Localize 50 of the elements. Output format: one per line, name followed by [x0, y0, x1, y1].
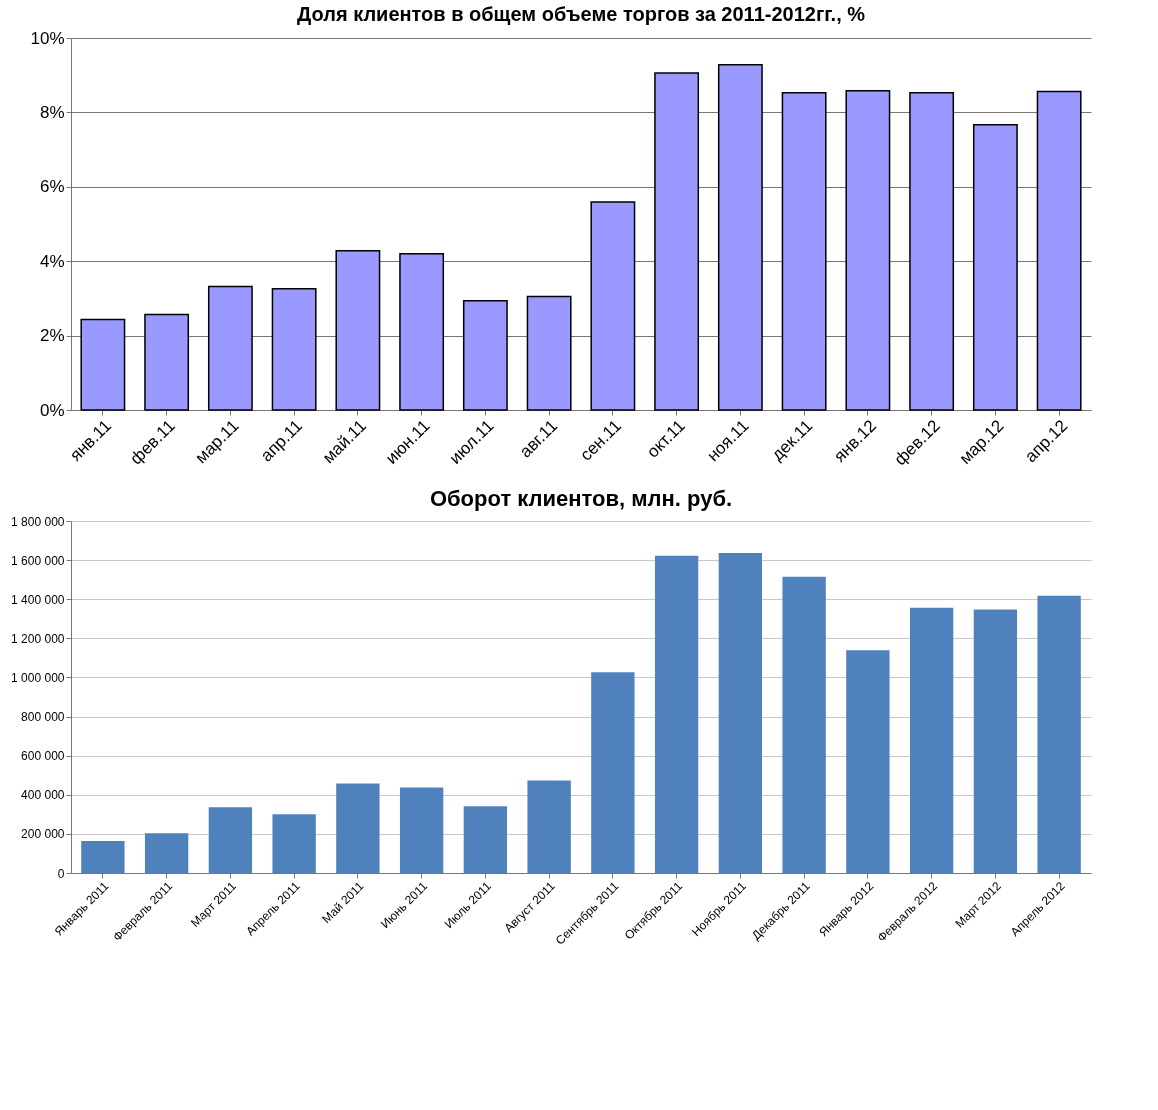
y-tick-label: 0%: [39, 400, 65, 420]
bar: [144, 833, 189, 873]
y-tick-label: 400 000: [21, 788, 65, 803]
bar: [972, 123, 1018, 411]
chart-title: Оборот клиентов, млн. руб.: [429, 486, 733, 511]
bar: [654, 72, 700, 411]
bar: [590, 201, 636, 411]
bar: [272, 814, 316, 873]
bar: [335, 250, 381, 411]
bar: [973, 609, 1018, 873]
y-tick-label: 1 200 000: [11, 631, 65, 646]
bar: [399, 253, 445, 411]
bar: [782, 576, 826, 873]
bar: [909, 607, 954, 873]
bar: [718, 552, 763, 873]
bar: [207, 285, 253, 411]
y-tick-label: 0: [57, 866, 65, 881]
bar: [81, 841, 125, 873]
y-tick-label: 8%: [39, 102, 65, 122]
bar: [208, 807, 253, 873]
bar: [845, 90, 891, 411]
y-tick-label: 200 000: [21, 827, 65, 842]
y-tick-label: 1 400 000: [11, 592, 65, 607]
bar: [463, 806, 508, 873]
bar: [144, 313, 190, 411]
bar: [271, 287, 317, 411]
bar: [80, 318, 126, 411]
chart-title: Доля клиентов в общем объеме торгов за 2011-2012гг., %: [296, 3, 866, 25]
y-tick-label: 800 000: [21, 710, 65, 725]
bar: [781, 91, 827, 411]
bar: [462, 299, 508, 411]
y-tick-label: 2%: [39, 326, 65, 346]
bar: [526, 295, 572, 411]
bar: [591, 672, 635, 873]
bar: [527, 780, 571, 873]
y-tick-label: 10%: [30, 28, 65, 48]
y-tick-label: 1 600 000: [11, 553, 65, 568]
bar: [909, 91, 955, 411]
y-tick-label: 600 000: [21, 749, 65, 764]
bar: [399, 787, 444, 873]
bar: [1036, 90, 1082, 411]
y-tick-label: 4%: [39, 251, 65, 271]
y-tick-label: 1 800 000: [11, 514, 65, 529]
bar: [1037, 595, 1081, 873]
bar: [654, 555, 699, 873]
y-tick-label: 6%: [39, 177, 65, 197]
bar: [336, 783, 380, 873]
bar: [846, 650, 890, 873]
bar: [717, 64, 763, 411]
y-tick-label: 1 000 000: [11, 670, 65, 685]
